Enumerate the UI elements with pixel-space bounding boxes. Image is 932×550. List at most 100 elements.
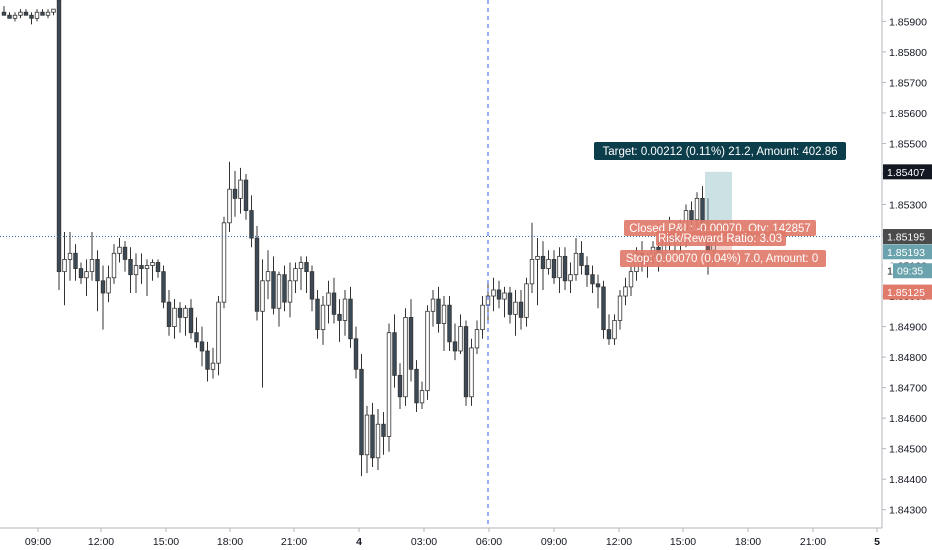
candle xyxy=(106,265,111,303)
candle-body xyxy=(309,271,315,300)
candle-body xyxy=(34,11,40,19)
candle xyxy=(568,262,573,293)
candle xyxy=(122,241,128,272)
candle-body xyxy=(595,283,601,288)
candle xyxy=(491,277,496,312)
target-label: Target: 0.00212 (0.11%) 21.2, Amount: 40… xyxy=(602,146,837,158)
candle xyxy=(595,274,601,309)
candle-body xyxy=(540,255,546,269)
candle xyxy=(133,253,139,293)
candle xyxy=(172,299,177,339)
candle-body xyxy=(342,298,348,321)
candle xyxy=(430,289,436,327)
candle-body xyxy=(348,298,353,340)
candle-body xyxy=(199,341,205,352)
price-tick-label: 1.85700 xyxy=(889,77,927,89)
candle-body xyxy=(139,265,144,269)
candle-body xyxy=(293,268,298,282)
candle-body xyxy=(568,274,573,282)
candle xyxy=(73,244,78,281)
price-tick-label: 1.84800 xyxy=(889,352,927,364)
candle xyxy=(518,289,524,330)
time-scale[interactable]: 09:00 12:00 15:00 18:00 21:00 4 03:00 06:00 09:0… xyxy=(0,527,882,550)
candle-body xyxy=(106,277,111,294)
candle-body xyxy=(95,259,100,282)
price-tick-label: 1.84400 xyxy=(889,474,927,486)
candle-body xyxy=(694,197,700,221)
price-badge: 1.85193 xyxy=(883,244,932,260)
candle-body xyxy=(271,271,276,309)
candle xyxy=(590,265,595,293)
candle xyxy=(623,277,628,306)
candle-body xyxy=(210,362,216,370)
candle xyxy=(287,262,293,318)
candle-body xyxy=(12,14,18,19)
position-tool-labels[interactable]: Target: 0.00212 (0.11%) 21.2, Amount: 40… xyxy=(594,142,846,267)
candle xyxy=(232,170,238,217)
candle-body xyxy=(392,332,397,376)
candle-body xyxy=(518,301,524,318)
candle-body xyxy=(507,292,513,315)
price-badge-bg xyxy=(883,164,932,180)
candle-body xyxy=(557,255,562,279)
candle-body xyxy=(29,14,34,19)
candle xyxy=(403,308,408,406)
candle-body xyxy=(381,423,386,437)
candle-body xyxy=(232,188,238,199)
candle xyxy=(161,265,166,309)
candle-body xyxy=(188,307,194,334)
price-tick-label: 1.85600 xyxy=(889,108,927,120)
time-tick-label: 12:00 xyxy=(88,536,114,548)
candle-body xyxy=(1,11,7,16)
candle-body xyxy=(117,246,122,254)
candle xyxy=(331,277,337,324)
candle xyxy=(95,250,100,312)
rr-label-bg xyxy=(656,231,786,246)
time-tick-label: 4 xyxy=(356,536,362,548)
candle xyxy=(265,250,271,300)
candle xyxy=(441,296,447,351)
candle xyxy=(337,299,342,342)
stop-label: Stop: 0.00070 (0.04%) 7.0, Amount: 0 xyxy=(626,253,818,265)
candle xyxy=(155,259,161,278)
candle-body xyxy=(304,262,309,273)
price-badge-label: 09:35 xyxy=(897,266,923,278)
price-badge-label: 1.85407 xyxy=(887,167,925,179)
candle-body xyxy=(122,246,128,260)
candle xyxy=(194,317,199,348)
price-badge: 09:35 xyxy=(893,263,932,279)
candle xyxy=(227,161,232,232)
candle xyxy=(221,216,227,309)
price-tick-label: 1.84700 xyxy=(889,383,927,395)
candle xyxy=(375,408,381,471)
candle xyxy=(480,296,485,339)
candle-body xyxy=(551,259,557,279)
candle-body xyxy=(276,274,282,309)
target-label-bg xyxy=(594,142,846,160)
candle xyxy=(496,280,502,309)
candle-body xyxy=(194,332,199,343)
candle xyxy=(370,402,375,467)
candle xyxy=(414,360,419,413)
candle xyxy=(100,265,106,330)
candle-body xyxy=(535,255,540,260)
candle xyxy=(397,363,403,409)
candle-body xyxy=(628,271,634,288)
candle-body xyxy=(397,374,403,398)
candle-body xyxy=(243,179,249,211)
price-tick-label: 1.85500 xyxy=(889,138,927,150)
candle xyxy=(183,305,188,336)
candle xyxy=(249,195,254,248)
candle-body xyxy=(238,179,243,199)
time-tick-label: 09:00 xyxy=(541,536,567,548)
candle-body xyxy=(265,271,271,282)
candle xyxy=(359,354,364,477)
time-tick-label: 03:00 xyxy=(411,536,437,548)
candle xyxy=(513,289,518,336)
candle xyxy=(524,277,529,327)
time-scale-background xyxy=(0,528,882,550)
candle-body xyxy=(155,262,161,273)
price-badge: 1.85195 xyxy=(883,229,932,245)
time-tick-label: 18:00 xyxy=(735,536,761,548)
candle xyxy=(419,381,425,409)
